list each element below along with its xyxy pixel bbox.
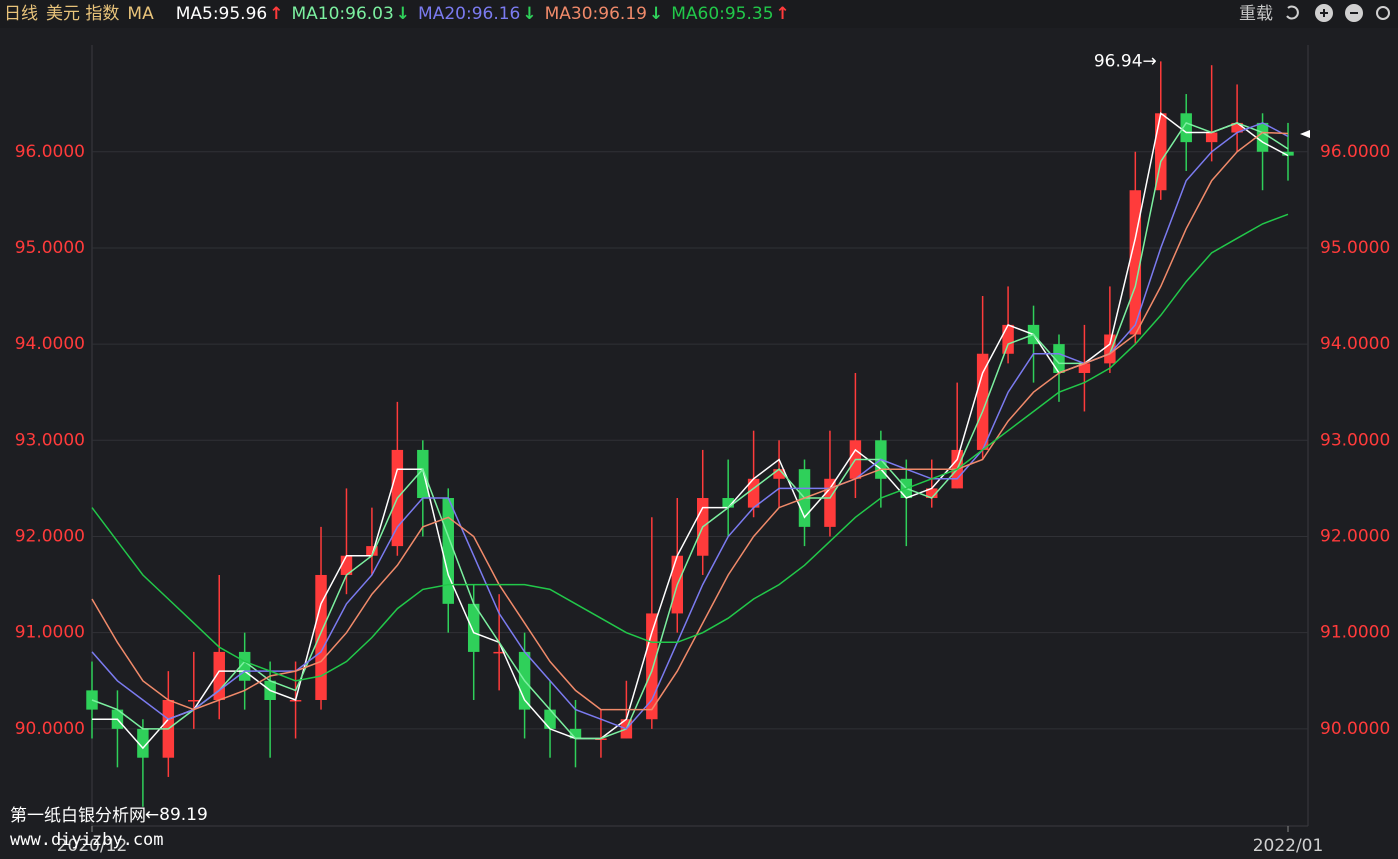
legend-entry: MA10:96.03: [291, 4, 393, 24]
y-tick-label: 94.0000: [15, 334, 85, 354]
legend-entry: MA60:95.35: [671, 4, 773, 24]
low-annotation: ←89.19: [145, 805, 208, 825]
reload-button[interactable]: 重载: [1239, 4, 1273, 24]
candle-body: [1078, 363, 1091, 373]
y-tick-label-right: 91.0000: [1320, 623, 1390, 643]
ma-line: [92, 111, 1289, 750]
candle-body: [493, 651, 505, 654]
high-annotation: 96.94→: [1094, 51, 1157, 71]
x-tick-label: 2022/01: [1253, 836, 1324, 856]
candle-body: [747, 478, 760, 508]
candle-body: [646, 613, 658, 720]
candle-body: [1180, 113, 1192, 143]
candle-body: [238, 651, 251, 681]
settings-icon[interactable]: [1376, 6, 1390, 20]
header-item: 美元 指数: [46, 4, 119, 24]
candle-body: [773, 469, 785, 479]
candle-body: [1256, 122, 1269, 152]
legend-arrow: ↓: [522, 4, 536, 24]
y-tick-label: 90.0000: [15, 719, 85, 739]
top-bar: [0, 0, 1398, 28]
y-tick-label: 96.0000: [15, 142, 85, 162]
candle-body: [824, 478, 836, 527]
ma-line: [91, 213, 1289, 682]
y-tick-label-right: 93.0000: [1320, 430, 1390, 450]
y-tick-label: 93.0000: [15, 430, 85, 450]
y-tick-label-right: 92.0000: [1320, 526, 1390, 546]
legend-arrow: ↓: [649, 4, 663, 24]
legend-entry: MA5:95.96: [176, 4, 268, 24]
candle-body: [544, 709, 556, 729]
candle-body: [366, 546, 378, 556]
legend-entry: MA30:96.19: [545, 4, 647, 24]
candle-body: [467, 603, 480, 652]
candle-body: [722, 498, 734, 508]
y-tick-label: 92.0000: [15, 526, 85, 546]
y-tick-label: 95.0000: [15, 238, 85, 258]
candle-body: [569, 728, 582, 739]
candle-body: [1205, 132, 1218, 143]
legend-entry: MA20:96.16: [418, 4, 520, 24]
header-item: 日线: [4, 4, 38, 24]
candle-body: [417, 449, 429, 499]
candle-body: [1053, 344, 1065, 373]
legend-arrow: ↑: [269, 4, 283, 24]
ma-line: [91, 131, 1289, 711]
y-tick-label-right: 95.0000: [1320, 238, 1390, 258]
y-tick-label-right: 96.0000: [1320, 142, 1390, 162]
candle-body: [1155, 113, 1167, 191]
candle-body: [340, 555, 353, 575]
candle-body: [1002, 324, 1014, 354]
candle-body: [976, 353, 989, 450]
x-tick-label: 2020/12: [57, 836, 128, 856]
y-tick-label-right: 90.0000: [1320, 719, 1390, 739]
candle-body: [213, 651, 225, 701]
toolbar-icons: [1286, 4, 1390, 22]
header-item: MA: [127, 4, 154, 24]
candle-body: [442, 498, 454, 604]
undo-icon[interactable]: [1286, 5, 1299, 20]
watermark: www.diyizby.com: [10, 830, 164, 850]
legend-arrow: ↓: [396, 4, 410, 24]
candle-body: [137, 728, 149, 758]
candle-body: [1104, 334, 1116, 364]
candle-body: [1231, 122, 1243, 133]
watermark: 第一纸白银分析网: [10, 806, 146, 826]
candle-body: [926, 488, 938, 499]
candle-body: [315, 574, 327, 701]
candle-body: [1129, 190, 1142, 335]
y-tick-label: 91.0000: [15, 623, 85, 643]
candle-body: [1282, 151, 1294, 156]
y-tick-label-right: 94.0000: [1320, 334, 1390, 354]
last-price-marker: [1300, 130, 1310, 138]
candle-body: [188, 700, 200, 702]
legend-arrow: ↑: [776, 4, 790, 24]
